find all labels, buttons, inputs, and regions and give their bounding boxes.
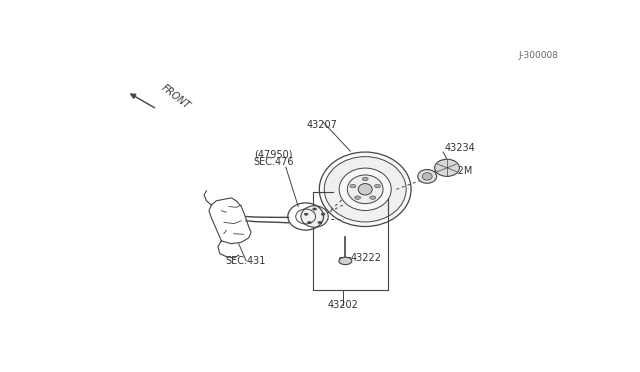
Text: 43234: 43234 bbox=[445, 143, 476, 153]
Circle shape bbox=[307, 221, 311, 224]
Circle shape bbox=[321, 213, 325, 215]
Circle shape bbox=[374, 185, 380, 188]
Ellipse shape bbox=[301, 206, 328, 227]
Ellipse shape bbox=[435, 159, 460, 176]
Ellipse shape bbox=[339, 168, 391, 211]
Circle shape bbox=[355, 196, 360, 199]
Circle shape bbox=[304, 213, 308, 215]
Ellipse shape bbox=[418, 170, 436, 183]
Circle shape bbox=[312, 208, 317, 210]
Text: 43207: 43207 bbox=[307, 120, 337, 130]
Text: J-300008: J-300008 bbox=[518, 51, 559, 60]
Text: SEC.476: SEC.476 bbox=[253, 157, 294, 167]
Text: 43262M: 43262M bbox=[433, 166, 472, 176]
Ellipse shape bbox=[358, 183, 372, 195]
Circle shape bbox=[362, 177, 368, 181]
Text: (47950): (47950) bbox=[254, 149, 292, 159]
Text: 43222: 43222 bbox=[350, 253, 381, 263]
Ellipse shape bbox=[324, 157, 406, 222]
Text: FRONT: FRONT bbox=[159, 83, 192, 111]
Circle shape bbox=[318, 221, 322, 224]
Circle shape bbox=[350, 185, 356, 188]
Text: SEC.431: SEC.431 bbox=[225, 256, 266, 266]
Ellipse shape bbox=[422, 173, 432, 180]
Circle shape bbox=[339, 257, 352, 264]
Ellipse shape bbox=[348, 175, 383, 203]
Circle shape bbox=[370, 196, 376, 199]
Ellipse shape bbox=[319, 152, 411, 227]
Text: 43202: 43202 bbox=[328, 299, 358, 310]
